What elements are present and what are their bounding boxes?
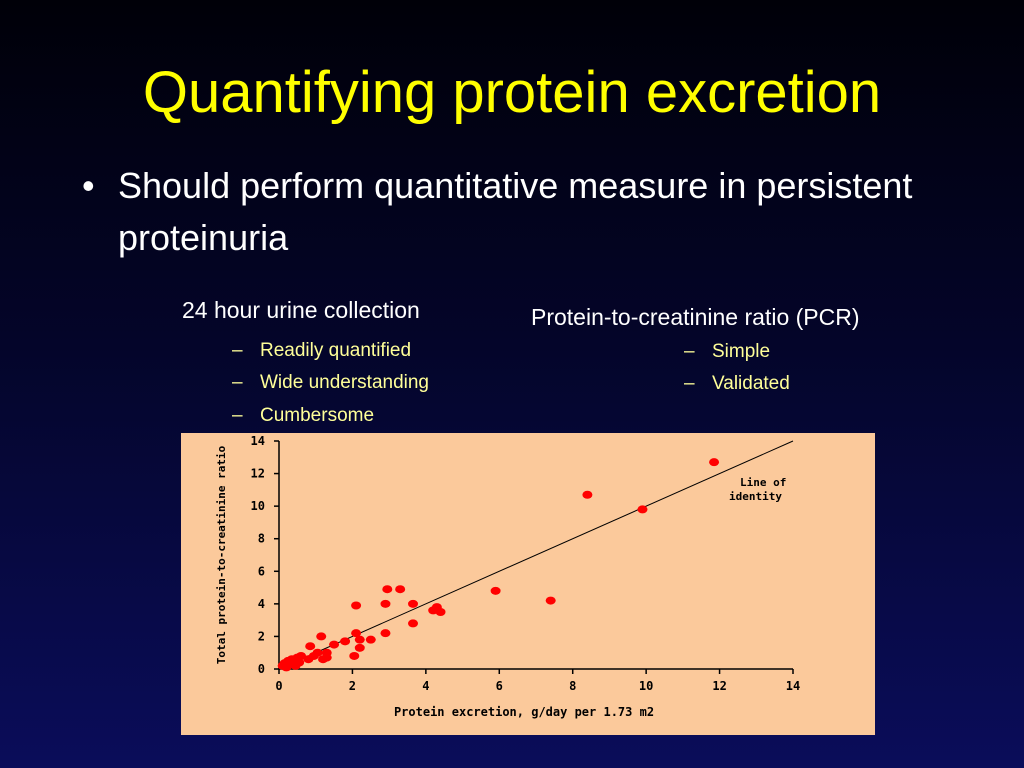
bullet-glyph: •	[82, 165, 95, 206]
line-of-identity	[278, 440, 794, 670]
x-tick-label: 6	[496, 679, 503, 693]
x-tick-label: 0	[275, 679, 282, 693]
reference-line-label-2: identity	[729, 490, 782, 503]
data-point	[408, 619, 419, 628]
data-point	[294, 658, 305, 667]
y-axis-label: Total protein-to-creatinine ratio	[215, 445, 228, 664]
x-tick-label: 8	[569, 679, 576, 693]
x-tick-label: 2	[349, 679, 356, 693]
scatter-chart-svg: 0 2 4 6 8 10 12 14 0 2 4 6 8 10 12 14 Protein excretion…	[215, 434, 801, 719]
data-point	[351, 629, 362, 638]
data-point	[365, 635, 376, 644]
y-tick-label: 8	[258, 532, 265, 546]
data-point	[305, 642, 316, 651]
left-column-heading: 24 hour urine collection	[182, 297, 420, 323]
data-point	[349, 651, 360, 660]
main-bullet: • Should perform quantitative measure in…	[82, 160, 982, 264]
left-item-3: – Cumbersome	[232, 405, 375, 426]
data-point	[351, 601, 362, 610]
data-point	[545, 596, 556, 605]
bullet-text: Should perform quantitative measure in p…	[118, 165, 913, 258]
right-item-1: – Simple	[684, 341, 771, 362]
y-tick-label: 2	[258, 629, 265, 643]
y-tick-label: 10	[251, 499, 265, 513]
data-point	[296, 651, 307, 660]
data-point	[380, 629, 391, 638]
data-point	[354, 643, 365, 652]
data-point	[490, 586, 501, 595]
left-item-2: – Wide understanding	[232, 372, 429, 393]
ticks: 0 2 4 6 8 10 12 14 0 2 4 6 8 10 12 14	[251, 434, 801, 693]
data-point	[380, 599, 391, 608]
y-tick-label: 6	[258, 564, 265, 578]
right-column-heading: Protein-to-creatinine ratio (PCR)	[531, 304, 860, 330]
axes	[278, 441, 793, 670]
x-tick-label: 12	[712, 679, 726, 693]
scatter-plot: 0 2 4 6 8 10 12 14 0 2 4 6 8 10 12 14 Protein excretion…	[181, 433, 875, 735]
data-point	[329, 640, 340, 649]
x-tick-label: 10	[639, 679, 653, 693]
x-tick-label: 14	[786, 679, 800, 693]
data-point	[316, 632, 327, 641]
data-point	[709, 458, 720, 467]
data-point	[408, 599, 419, 608]
left-item-1: – Readily quantified	[232, 340, 412, 361]
y-tick-label: 14	[251, 434, 265, 448]
right-item-2: – Validated	[684, 373, 790, 394]
data-point	[382, 585, 393, 594]
data-point	[582, 490, 593, 499]
y-tick-label: 12	[251, 467, 265, 481]
data-point	[637, 505, 648, 514]
data-point	[321, 648, 332, 657]
data-point	[395, 585, 406, 594]
reference-line-label-1: Line of	[740, 476, 786, 489]
data-point	[340, 637, 351, 646]
data-point	[435, 608, 446, 616]
slide-title: Quantifying protein excretion	[142, 60, 882, 125]
x-tick-label: 4	[422, 679, 429, 693]
y-tick-label: 0	[258, 662, 265, 676]
data-point	[354, 635, 365, 644]
data-points	[277, 458, 720, 672]
data-point	[312, 648, 323, 657]
x-axis-label: Protein excretion, g/day per 1.73 m2	[394, 705, 654, 719]
y-tick-label: 4	[258, 597, 265, 611]
